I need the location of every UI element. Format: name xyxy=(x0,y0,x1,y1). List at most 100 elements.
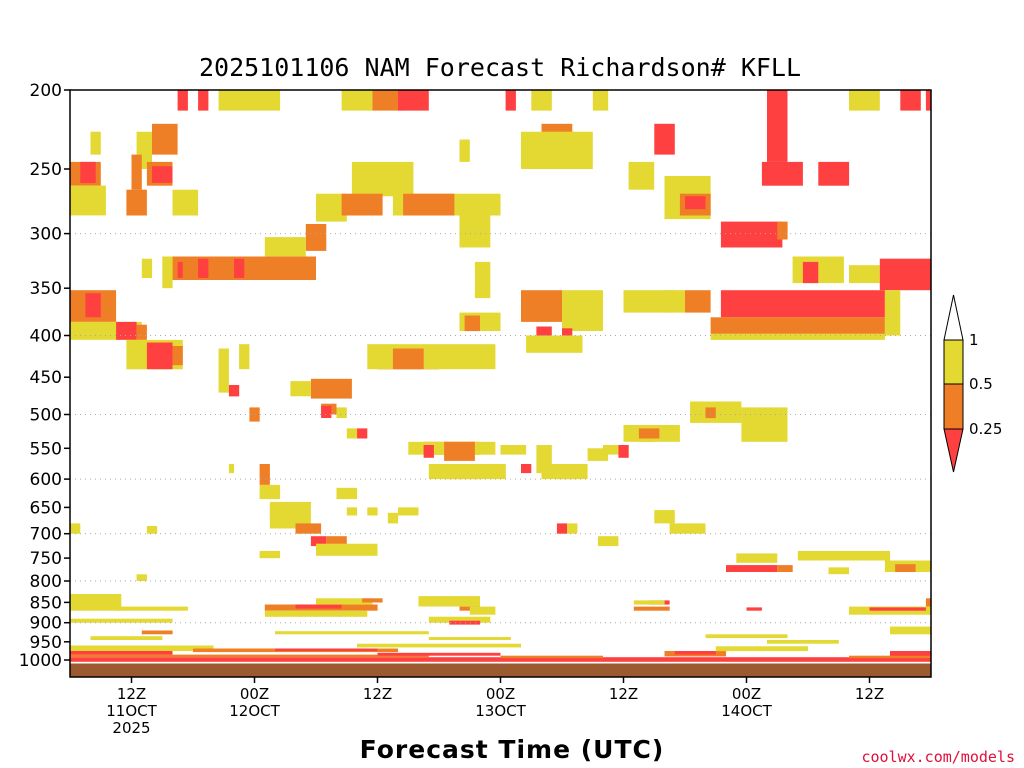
ri-region-red-48 xyxy=(177,261,183,278)
ri-region-yellow-25 xyxy=(351,161,414,197)
ri-region-yellow-45 xyxy=(162,256,173,289)
ri-region-orange-41 xyxy=(305,224,327,251)
ri-region-orange-14 xyxy=(152,123,178,155)
ri-region-red-175 xyxy=(275,648,378,652)
ri-region-orange-155 xyxy=(633,606,670,611)
ri-region-red-19 xyxy=(654,123,675,155)
y-tick-label-350: 350 xyxy=(30,279,62,299)
ri-region-orange-161 xyxy=(925,598,931,607)
ri-region-red-24 xyxy=(152,166,173,183)
ri-region-yellow-131 xyxy=(669,523,706,534)
ri-region-yellow-84 xyxy=(290,381,311,397)
ri-region-yellow-103 xyxy=(603,445,619,455)
ri-region-orange-83 xyxy=(310,378,352,399)
plot-area xyxy=(69,89,932,678)
ri-region-yellow-122 xyxy=(259,551,281,559)
ri-region-orange-137 xyxy=(777,565,793,572)
ri-region-red-170 xyxy=(70,657,931,662)
ri-region-yellow-108 xyxy=(428,464,506,480)
ri-region-yellow-54 xyxy=(474,261,491,299)
ri-region-yellow-49 xyxy=(141,258,153,278)
ri-region-yellow-132 xyxy=(736,553,778,563)
ri-region-red-38 xyxy=(685,196,706,210)
ri-region-yellow-162 xyxy=(890,626,931,635)
ri-region-red-146 xyxy=(295,604,342,609)
ri-region-yellow-8 xyxy=(592,90,609,111)
ri-region-red-47 xyxy=(234,258,245,278)
ri-region-yellow-143 xyxy=(70,594,122,611)
ri-region-red-109 xyxy=(521,464,532,474)
ri-region-orange-30 xyxy=(126,189,147,216)
ri-region-orange-178 xyxy=(500,655,603,659)
ri-region-red-39 xyxy=(720,221,783,248)
ri-region-orange-120 xyxy=(326,536,347,547)
ri-region-red-46 xyxy=(198,258,209,278)
ri-region-orange-113 xyxy=(259,464,270,485)
ri-region-yellow-101 xyxy=(500,445,527,455)
ri-region-orange-171 xyxy=(70,654,429,658)
ri-region-orange-33 xyxy=(341,193,383,216)
y-tick-label-650: 650 xyxy=(30,498,62,518)
ri-region-red-180 xyxy=(674,651,716,655)
y-tick-label-850: 850 xyxy=(30,593,62,613)
ri-region-yellow-114 xyxy=(259,484,281,500)
y-axis: 200 250 300 350 400 450 500 550 600 650 700 750 8008… xyxy=(19,81,70,671)
ri-region-orange-164 xyxy=(141,630,173,635)
ri-region-red-21 xyxy=(80,161,96,183)
ri-region-red-119 xyxy=(310,536,327,547)
y-tick-label-250: 250 xyxy=(30,160,62,180)
y-tick-label-400: 400 xyxy=(30,327,62,347)
ri-region-yellow-0 xyxy=(218,90,281,111)
y-tick-label-1000: 1000 xyxy=(19,651,62,671)
ri-region-red-28 xyxy=(818,161,850,186)
ri-region-red-7 xyxy=(505,90,516,111)
ri-region-red-53 xyxy=(879,258,932,291)
ri-region-red-172 xyxy=(70,651,173,655)
x-tick-label-4-1: 12Z xyxy=(609,685,638,703)
ri-region-orange-92 xyxy=(705,407,716,419)
y-tick-label-550: 550 xyxy=(30,439,62,459)
ri-region-red-70 xyxy=(146,342,173,370)
y-tick-label-750: 750 xyxy=(30,549,62,569)
ri-region-yellow-62 xyxy=(710,333,885,340)
ri-region-yellow-56 xyxy=(562,290,603,331)
legend-label-0: 1 xyxy=(969,331,979,349)
ri-region-red-86 xyxy=(321,405,332,418)
ri-region-yellow-1 xyxy=(341,90,373,111)
legend-label-2: 0.25 xyxy=(969,420,1002,438)
ri-region-orange-58 xyxy=(685,290,711,313)
ri-region-yellow-87 xyxy=(336,407,347,419)
ri-region-orange-55 xyxy=(521,290,562,322)
ri-region-orange-2 xyxy=(372,90,404,111)
ri-region-yellow-130 xyxy=(654,510,675,524)
ri-region-yellow-90 xyxy=(346,428,358,439)
x-tick-label-0-1: 12Z xyxy=(117,685,146,703)
ri-region-red-51 xyxy=(802,261,819,284)
ri-region-yellow-105 xyxy=(587,448,609,461)
ri-region-yellow-123 xyxy=(346,507,358,516)
ri-region-yellow-29 xyxy=(70,185,106,216)
x-tick-label-2-1: 12Z xyxy=(363,685,392,703)
ri-region-yellow-115 xyxy=(336,487,357,500)
ri-region-yellow-126 xyxy=(398,507,419,516)
ri-region-yellow-111 xyxy=(541,464,588,480)
ri-region-yellow-121 xyxy=(316,543,378,556)
richardson-region-layer xyxy=(70,90,932,662)
legend-swatch-above-1 xyxy=(943,294,964,341)
ri-region-yellow-52 xyxy=(849,265,880,284)
ri-region-yellow-157 xyxy=(633,600,665,605)
x-tick-label-0-3: 2025 xyxy=(112,719,150,737)
x-tick-label-1-1: 00Z xyxy=(240,685,269,703)
ri-region-yellow-63 xyxy=(884,290,901,336)
ri-region-yellow-13 xyxy=(90,131,101,155)
ri-region-red-27 xyxy=(761,161,803,186)
ri-region-orange-88 xyxy=(249,407,260,422)
x-tick-label-0-2: 11OCT xyxy=(106,702,157,720)
ri-region-yellow-150 xyxy=(418,596,480,607)
ri-region-red-182 xyxy=(890,651,931,657)
ri-region-yellow-18 xyxy=(521,131,593,169)
ri-region-yellow-163 xyxy=(70,618,173,623)
ri-region-yellow-138 xyxy=(828,567,849,575)
ri-region-red-89 xyxy=(357,428,368,439)
